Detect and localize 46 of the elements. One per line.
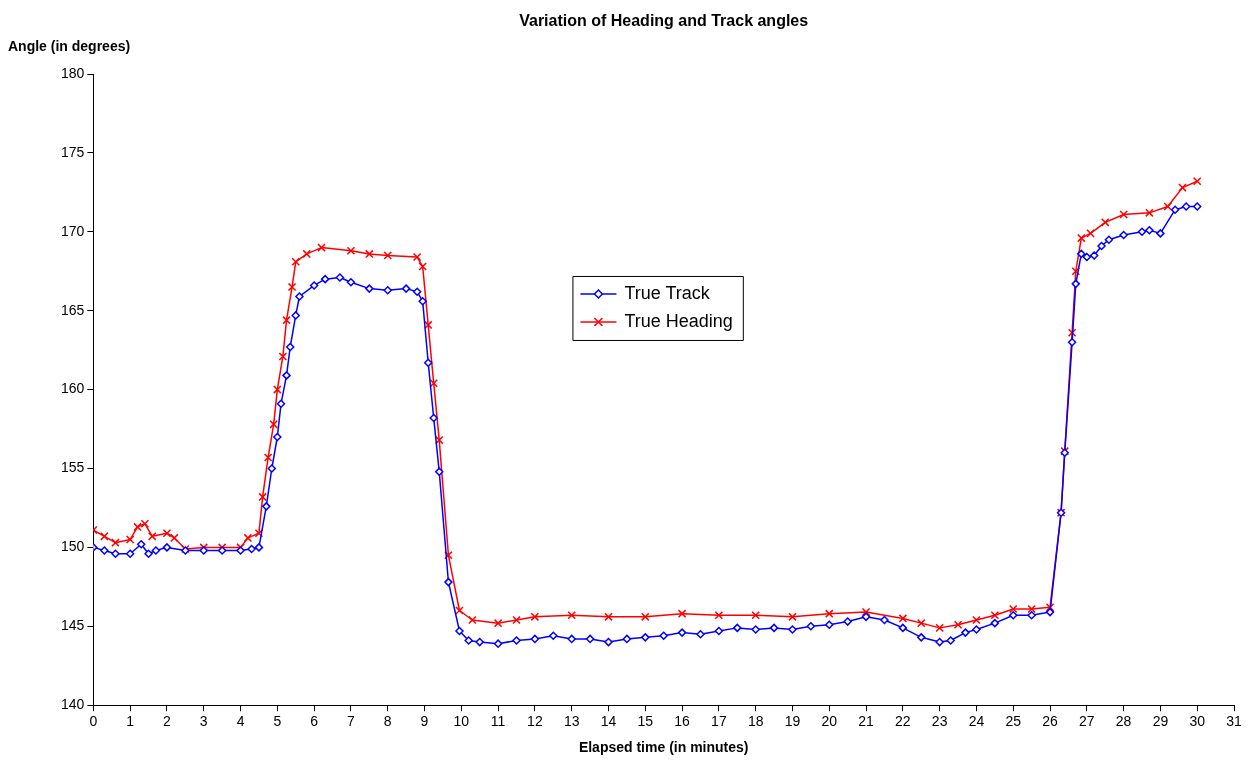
chart-title: Variation of Heading and Track angles	[519, 12, 809, 30]
x-tick-label: 20	[821, 713, 838, 730]
x-tick-label: 12	[527, 713, 543, 730]
legend-label: True Track	[624, 282, 711, 303]
x-tick-label: 5	[273, 713, 282, 730]
x-tick-label: 26	[1042, 713, 1059, 730]
y-tick-label: 140	[61, 696, 85, 713]
x-tick-label: 17	[711, 713, 727, 730]
x-tick-label: 27	[1079, 713, 1095, 730]
x-tick-label: 7	[347, 713, 356, 730]
y-tick-label: 165	[61, 301, 85, 318]
y-tick-label: 160	[61, 380, 85, 397]
x-tick-label: 8	[383, 713, 392, 730]
x-tick-label: 10	[453, 713, 470, 730]
x-tick-label: 31	[1226, 713, 1242, 730]
x-tick-label: 24	[968, 713, 985, 730]
x-tick-label: 18	[747, 713, 764, 730]
x-tick-label: 6	[310, 713, 319, 730]
y-tick-label: 170	[61, 222, 85, 239]
x-tick-label: 13	[563, 713, 580, 730]
x-tick-label: 11	[490, 713, 506, 730]
y-tick-label: 150	[61, 538, 85, 555]
x-tick-label: 2	[163, 713, 172, 730]
y-tick-label: 180	[61, 64, 85, 81]
y-tick-label: 145	[61, 617, 85, 634]
x-tick-label: 22	[895, 713, 911, 730]
x-tick-label: 25	[1005, 713, 1022, 730]
x-tick-label: 15	[637, 713, 654, 730]
y-tick-label: 155	[61, 459, 85, 476]
x-tick-label: 14	[600, 713, 617, 730]
x-tick-label: 28	[1115, 713, 1132, 730]
x-tick-label: 1	[126, 713, 135, 730]
legend-label: True Heading	[624, 310, 733, 331]
x-tick-label: 3	[199, 713, 208, 730]
x-tick-label: 29	[1152, 713, 1169, 730]
x-tick-label: 21	[858, 713, 875, 730]
x-axis-title: Elapsed time (in minutes)	[578, 738, 749, 755]
x-tick-label: 23	[931, 713, 948, 730]
x-tick-label: 30	[1189, 713, 1206, 730]
y-tick-label: 175	[61, 143, 85, 160]
x-tick-label: 4	[236, 713, 245, 730]
x-tick-label: 0	[89, 713, 98, 730]
y-axis-title: Angle (in degrees)	[8, 37, 131, 54]
x-tick-label: 9	[420, 713, 429, 730]
x-tick-label: 19	[784, 713, 801, 730]
x-tick-label: 16	[674, 713, 691, 730]
